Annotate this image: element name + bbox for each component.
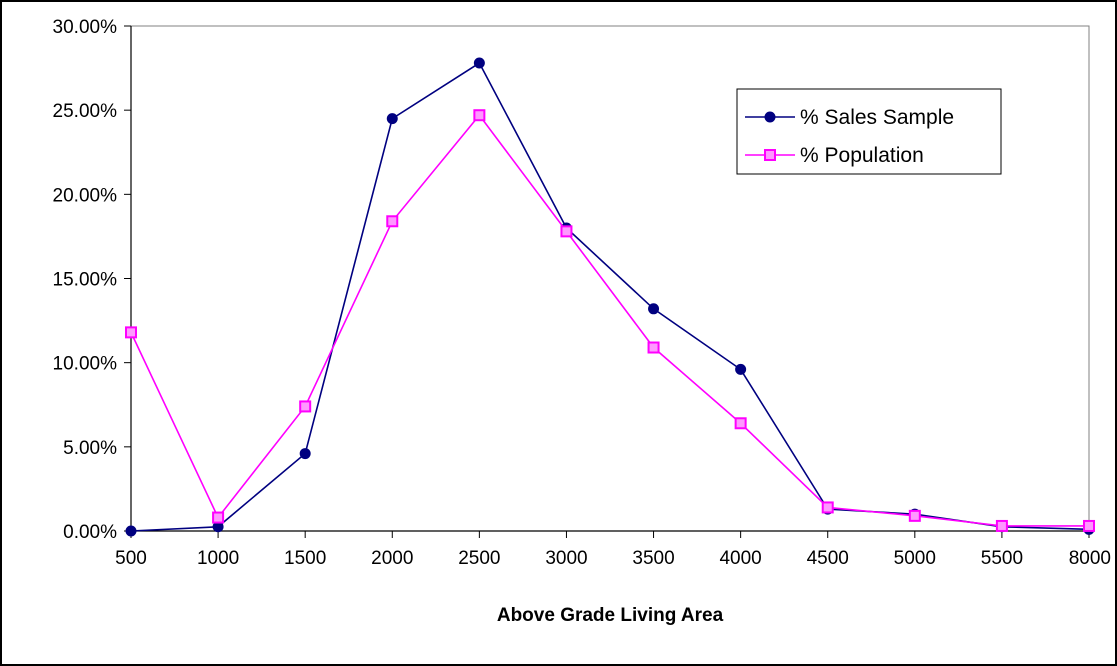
legend-marker (764, 111, 776, 123)
y-tick-label: 30.00% (53, 17, 118, 38)
x-tick-label: 2500 (458, 548, 500, 569)
data-point (995, 519, 1008, 532)
y-tick-label: 5.00% (63, 438, 117, 459)
y-tick-label: 0.00% (63, 522, 117, 543)
x-tick-label: 4000 (719, 548, 761, 569)
x-tick-label: 1500 (284, 548, 326, 569)
data-point (299, 400, 312, 413)
x-tick-label: 3000 (545, 548, 587, 569)
data-point (648, 303, 660, 315)
data-point (125, 326, 137, 339)
data-point (735, 363, 747, 375)
data-point (386, 215, 399, 228)
y-tick-label: 25.00% (53, 101, 118, 122)
y-tick-label: 10.00% (53, 354, 118, 375)
data-point (1083, 519, 1095, 532)
data-point (908, 509, 921, 522)
y-tick-label: 15.00% (53, 270, 118, 291)
x-axis-title: Above Grade Living Area (497, 605, 724, 626)
x-tick-label: 4500 (807, 548, 849, 569)
x-tick-label: 5500 (981, 548, 1023, 569)
x-tick-label: 8000 (1069, 548, 1111, 569)
series-line (130, 113, 1089, 527)
x-tick-label: 5000 (894, 548, 936, 569)
legend-item: % Sales Sample (745, 106, 954, 129)
series-population (125, 109, 1095, 532)
data-point (560, 225, 573, 238)
data-point (821, 501, 834, 514)
legend: % Sales Sample % Population (736, 88, 1002, 175)
legend-marker (764, 149, 776, 161)
data-point (473, 109, 486, 122)
x-tick-label: 3500 (632, 548, 674, 569)
x-tick-label: 2000 (371, 548, 413, 569)
data-point (212, 511, 225, 524)
data-point (299, 448, 311, 460)
data-point (734, 417, 747, 430)
legend-label: % Population (800, 144, 924, 167)
data-point (125, 525, 137, 537)
legend-label: % Sales Sample (800, 106, 954, 129)
data-point (386, 113, 398, 125)
legend-item: % Population (745, 144, 924, 167)
legend-box (736, 88, 1002, 175)
data-point (647, 341, 660, 354)
y-tick-label: 20.00% (53, 185, 118, 206)
data-point (473, 57, 485, 69)
x-tick-label: 1000 (197, 548, 239, 569)
series-line (130, 61, 1090, 532)
x-tick-label: 500 (115, 548, 147, 569)
